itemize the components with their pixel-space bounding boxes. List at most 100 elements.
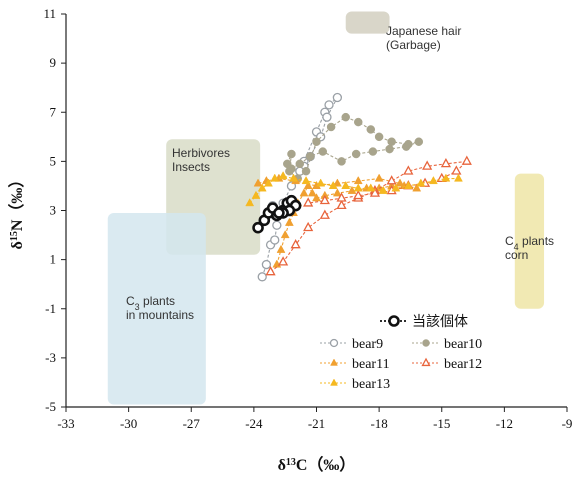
data-point-bear13 [257, 183, 267, 192]
data-point-bear10 [374, 132, 384, 142]
data-point-bear9 [261, 259, 272, 270]
data-point-bear13 [289, 173, 298, 182]
data-point-bear10 [368, 147, 378, 156]
data-point-bear12 [336, 192, 347, 202]
data-point-bear12 [461, 155, 472, 165]
region-japanese-hair [345, 11, 390, 34]
x-tick-label: -24 [245, 416, 263, 431]
data-point-bear12 [303, 197, 314, 207]
data-point-bear9 [324, 100, 334, 110]
data-point-bear11 [284, 217, 294, 226]
data-point-bear13 [251, 190, 261, 199]
data-point-bear9 [332, 92, 343, 103]
data-point-bear11 [276, 244, 286, 253]
region-label-herbivores: Herbivores [172, 146, 230, 160]
legend: 当該個体 bear9 bear10 bear11 bear12 bear13 [320, 314, 482, 392]
data-point-bear12 [278, 256, 289, 266]
data-point-bear10 [318, 147, 328, 156]
data-point-bear13 [454, 173, 463, 182]
region-c4-plants [514, 173, 545, 309]
region-boxes: Japanese hair(Garbage)HerbivoresInsectsC… [107, 11, 554, 405]
region-label-japanese-hair: (Garbage) [386, 38, 441, 52]
data-point-bear13 [316, 178, 326, 187]
legend-label-bear10: bear10 [444, 337, 482, 352]
y-tick-label: 3 [50, 203, 57, 218]
data-point-bear9 [257, 272, 267, 282]
data-point-bear10 [337, 157, 346, 166]
data-point-bear10 [287, 149, 296, 159]
x-tick-label: -21 [308, 416, 325, 431]
data-point-bear11 [347, 185, 357, 194]
data-point-bear11 [253, 178, 263, 187]
data-point-bear11 [353, 176, 363, 185]
data-point-bear11 [280, 230, 290, 239]
data-point-bear12 [319, 209, 330, 219]
data-point-bear12 [440, 157, 452, 168]
y-tick-label: -5 [45, 399, 56, 414]
data-point-bear13 [353, 183, 363, 192]
data-point-bear13 [341, 180, 351, 189]
legend-label-bear12: bear12 [444, 357, 482, 372]
x-tick-label: -15 [433, 416, 450, 431]
data-point-bear12 [319, 194, 330, 205]
x-tick-label: -12 [496, 416, 513, 431]
data-point-bear9 [272, 220, 282, 230]
data-point-bear11 [374, 173, 384, 182]
y-tick-label: 5 [50, 153, 57, 168]
legend-swatch-marker-bear10 [422, 339, 430, 347]
region-label-c4-plants: corn [505, 248, 528, 262]
x-axis-title: δ13C（‰） [278, 456, 356, 474]
data-point-bear13 [391, 183, 401, 192]
legend-swatch-marker-bear12 [421, 357, 431, 367]
data-point-bear12 [369, 187, 381, 197]
region-label-c3-plants: in mountains [126, 308, 194, 322]
data-point-bear13 [301, 176, 311, 185]
y-tick-label: 11 [43, 6, 56, 21]
legend-swatch-marker-bear9 [329, 338, 339, 348]
data-point-bear10 [301, 166, 311, 176]
data-point-focal-individual [252, 221, 264, 234]
data-point-bear12 [353, 189, 364, 200]
region-label-herbivores: Insects [172, 160, 210, 174]
legend-label-bear13: bear13 [352, 377, 390, 392]
x-tick-label: -30 [120, 416, 137, 431]
series-line-bear9 [261, 97, 338, 277]
legend-label-bear9: bear9 [352, 337, 383, 352]
legend-swatch-marker-bear11 [330, 358, 338, 366]
data-point-bear13 [441, 173, 451, 182]
data-point-bear13 [278, 171, 288, 180]
data-point-bear12 [303, 221, 314, 232]
data-point-bear10 [295, 159, 305, 169]
data-point-bear10 [341, 112, 350, 122]
data-point-bear13 [378, 185, 388, 194]
data-point-bear10 [354, 117, 363, 127]
data-point-bear9 [322, 112, 332, 122]
x-tick-label: -33 [57, 416, 74, 431]
data-point-bear10 [326, 122, 336, 132]
data-point-bear11 [332, 178, 342, 187]
x-tick-label: -27 [183, 416, 201, 431]
series-layer [245, 92, 472, 282]
data-point-bear13 [328, 180, 338, 189]
data-point-bear10 [385, 144, 394, 154]
legend-swatch-marker-bear13 [330, 378, 338, 386]
data-point-bear10 [287, 164, 296, 173]
y-tick-label: 9 [50, 55, 57, 70]
data-point-bear10 [351, 149, 361, 159]
data-point-bear11 [299, 188, 309, 197]
data-point-bear12 [422, 160, 433, 170]
data-point-bear10 [414, 137, 424, 146]
data-point-bear13 [245, 198, 255, 207]
y-tick-label: 1 [50, 252, 57, 267]
x-tick-label: -18 [370, 416, 387, 431]
data-point-bear13 [416, 178, 426, 187]
y-tick-label: -3 [45, 350, 56, 365]
data-point-bear11 [395, 178, 405, 187]
data-point-bear9 [270, 235, 280, 245]
data-point-bear12 [265, 266, 276, 276]
y-tick-label: -1 [45, 301, 56, 316]
x-tick-label: -9 [562, 416, 573, 431]
data-point-bear10 [387, 137, 396, 146]
data-point-focal-individual [273, 207, 285, 219]
y-axis-title: δ15N（‰） [8, 172, 26, 250]
